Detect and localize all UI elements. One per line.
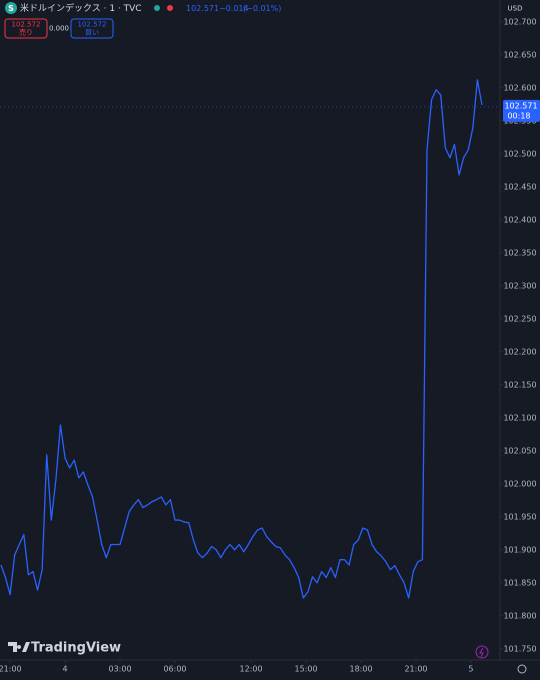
change-pct: (−0.01%)	[243, 4, 281, 13]
countdown: 00:18	[507, 111, 530, 120]
lightning-icon[interactable]	[475, 645, 489, 659]
y-tick-label: 102.600	[503, 83, 536, 92]
change: −0.014	[219, 4, 249, 13]
y-tick-label: 101.850	[503, 578, 536, 587]
y-tick-label: 102.050	[503, 446, 536, 455]
buy-button[interactable]	[70, 18, 114, 39]
x-tick-label: 4	[63, 665, 68, 674]
y-tick-label: 101.950	[503, 512, 536, 521]
last-price-box	[503, 99, 540, 122]
y-tick-label: 101.800	[503, 611, 536, 620]
x-tick-label: 15:00	[295, 665, 318, 674]
symbol-name: 米ドルインデックス · 1 · TVC	[20, 2, 142, 14]
y-tick-label: 102.300	[503, 281, 536, 290]
price-line	[0, 79, 483, 599]
buy-price: 102.572	[78, 21, 107, 29]
x-tick-label: 21:00	[404, 665, 427, 674]
y-tick-label: 102.150	[503, 380, 536, 389]
x-tick-label: 12:00	[240, 665, 263, 674]
lightning-bolt	[479, 647, 484, 658]
x-tick-label: 5	[468, 665, 473, 674]
status-dot	[154, 5, 160, 11]
y-tick-label: 102.650	[503, 50, 536, 59]
y-tick-label: 102.500	[503, 149, 536, 158]
y-tick-label: 101.750	[503, 644, 536, 653]
sell-button[interactable]	[4, 18, 48, 39]
y-tick-label: 102.000	[503, 479, 536, 488]
brand-name: TradingView	[31, 641, 121, 656]
x-tick-label: 21:00	[0, 665, 22, 674]
y-tick-label: 101.900	[503, 545, 536, 554]
x-tick-label: 06:00	[163, 665, 186, 674]
spread: 0.000	[49, 25, 69, 33]
brand-logo	[8, 642, 30, 652]
last-price-label: 102.571	[504, 101, 537, 110]
settings-icon[interactable]	[517, 664, 527, 674]
currency[interactable]: USD	[508, 5, 523, 13]
buy-label: 買い	[85, 29, 99, 37]
x-tick-label: 18:00	[349, 665, 372, 674]
x-tick-label: 03:00	[109, 665, 132, 674]
y-tick-label: 102.250	[503, 314, 536, 323]
y-tick-label: 102.400	[503, 215, 536, 224]
sell-label: 売り	[19, 28, 33, 37]
symbol-icon	[5, 2, 17, 14]
last-price-header: 102.571	[186, 4, 219, 13]
y-tick-label: 102.450	[503, 182, 536, 191]
symbol-icon-text: S	[8, 4, 14, 13]
y-tick-label: 102.700	[503, 17, 536, 26]
status-dot	[167, 5, 173, 11]
y-tick-label: 102.200	[503, 347, 536, 356]
sell-price: 102.572	[12, 21, 41, 29]
y-tick-label: 102.350	[503, 248, 536, 257]
plot	[0, 79, 483, 599]
y-tick-label: 102.100	[503, 413, 536, 422]
